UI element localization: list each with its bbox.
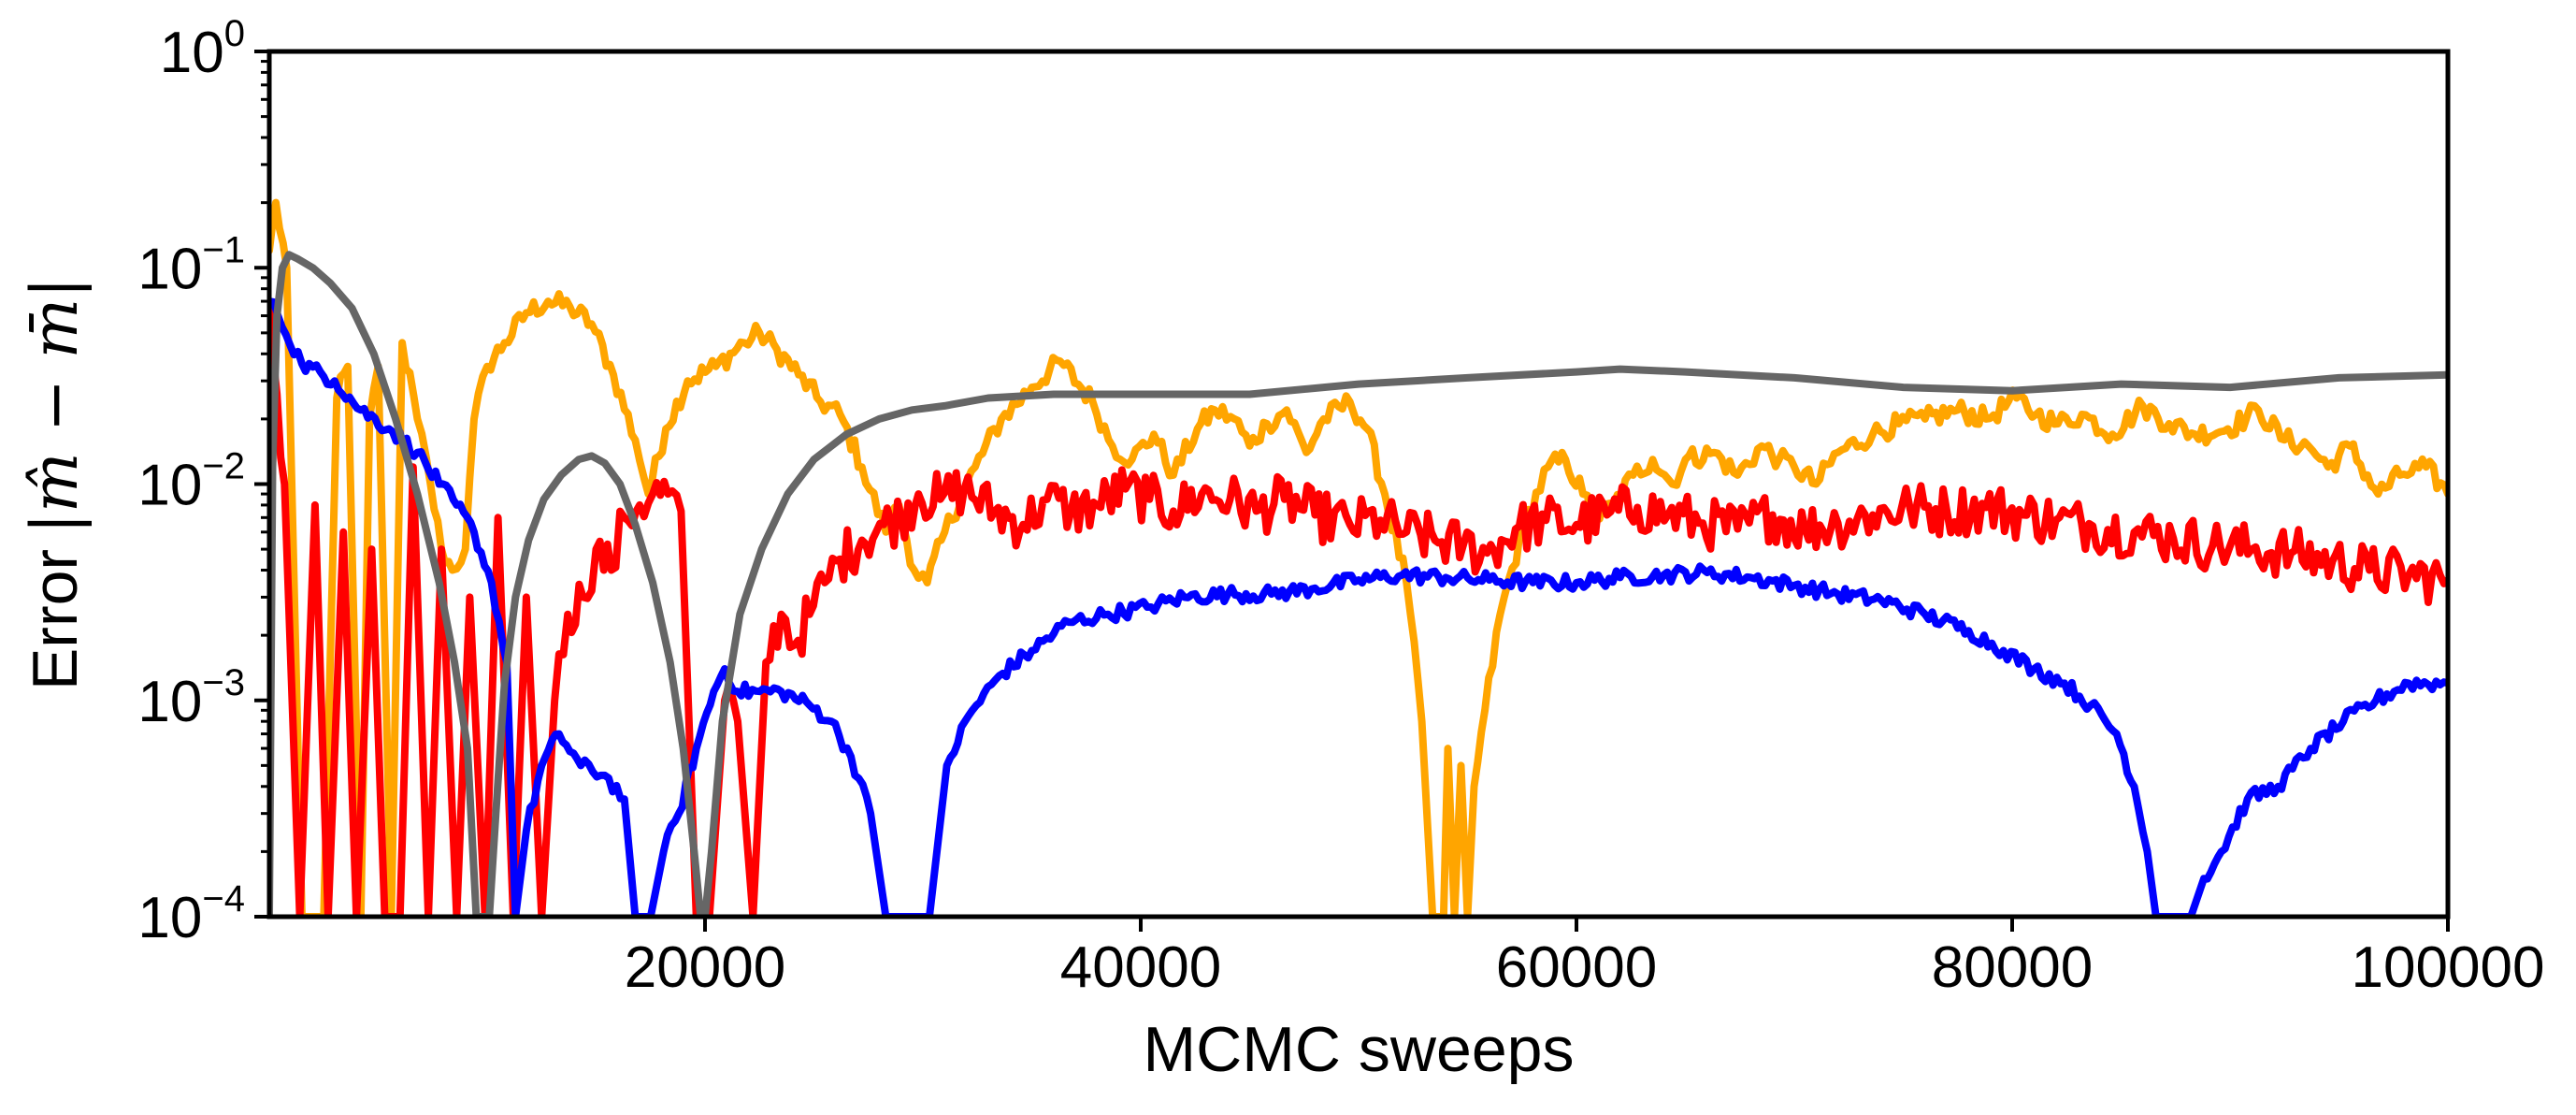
y-axis-label: Error |m̂ − m̄| (19, 277, 93, 690)
series-line-2 (269, 297, 2448, 917)
x-tick-label: 80000 (1932, 935, 2093, 1000)
plot-frame (266, 49, 2451, 920)
y-tick-label: 100 (160, 13, 245, 85)
x-tick-label: 40000 (1060, 935, 1221, 1000)
series-line-3 (269, 297, 2448, 917)
x-tick-label: 100000 (2352, 935, 2545, 1000)
series-line-1 (269, 198, 2448, 917)
x-axis-label: MCMC sweeps (1144, 1014, 1575, 1085)
y-tick-label: 10−2 (137, 446, 245, 518)
axis-ticks (254, 50, 2450, 932)
axis-tick-labels: 20000 40000 60000 80000 100000 10−4 10−3 10−2 10… (137, 13, 2544, 1000)
x-tick-label: 20000 (625, 935, 785, 1000)
series-line-4 (269, 251, 2448, 917)
x-tick-label: 60000 (1496, 935, 1657, 1000)
y-axis-label-math: |m̂ − m̄| (19, 277, 93, 534)
y-tick-label: 10−1 (137, 229, 245, 301)
y-axis-label-prefix: Error (20, 549, 91, 690)
y-tick-label: 10−4 (137, 878, 245, 950)
series-lines (269, 198, 2448, 917)
y-tick-label: 10−3 (137, 662, 245, 734)
